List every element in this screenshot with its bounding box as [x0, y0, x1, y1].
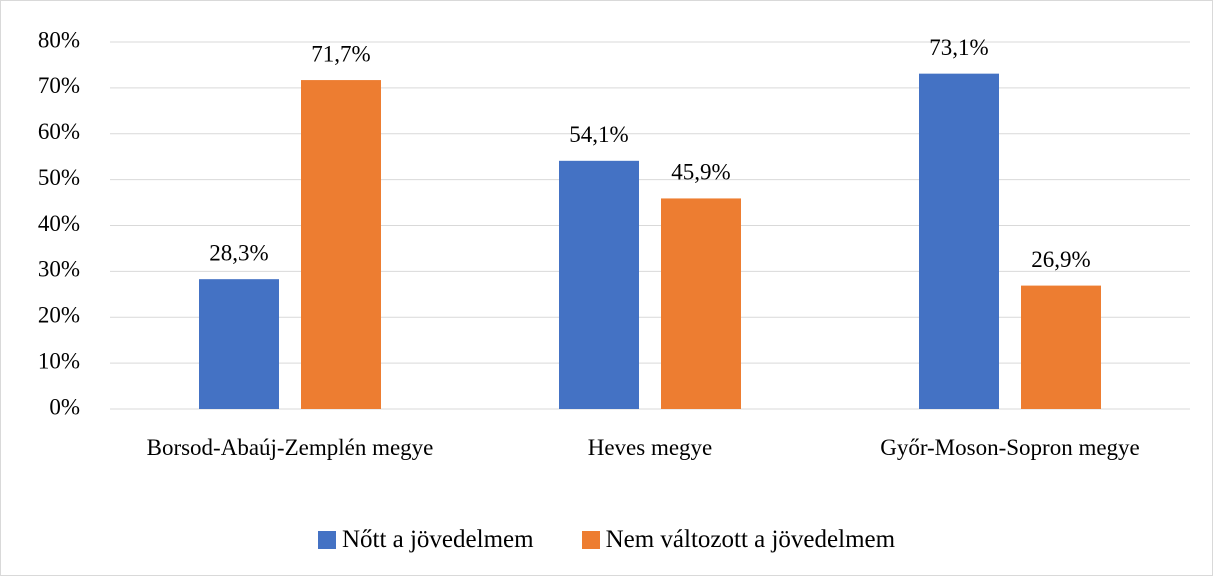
- bar: [919, 73, 999, 409]
- y-tick-label: 60%: [38, 119, 80, 144]
- legend: Nőtt a jövedelmem Nem változott a jövedel…: [0, 526, 1213, 554]
- legend-item: Nőtt a jövedelmem: [317, 526, 534, 554]
- y-tick-label: 70%: [38, 73, 80, 98]
- y-tick-label: 10%: [38, 348, 80, 373]
- legend-swatch: [581, 531, 600, 549]
- legend-swatch: [317, 531, 336, 549]
- legend-label: Nem változott a jövedelmem: [605, 526, 896, 553]
- x-tick-label: Borsod-Abaúj-Zemplén megye: [146, 435, 434, 460]
- data-label: 26,9%: [1031, 247, 1090, 272]
- data-label: 73,1%: [929, 35, 988, 60]
- legend-item: Nem változott a jövedelmem: [581, 526, 896, 554]
- y-tick-label: 30%: [38, 257, 80, 282]
- data-label: 28,3%: [209, 240, 268, 265]
- bar: [199, 279, 279, 409]
- y-tick-label: 50%: [38, 165, 80, 190]
- legend-label: Nőtt a jövedelmem: [341, 526, 534, 553]
- bar: [301, 80, 381, 410]
- y-tick-label: 0%: [49, 394, 80, 419]
- data-label: 54,1%: [569, 122, 628, 147]
- bar: [559, 160, 639, 409]
- y-tick-label: 20%: [38, 303, 80, 328]
- data-label: 45,9%: [671, 160, 730, 185]
- data-label: 71,7%: [311, 41, 370, 66]
- bar: [661, 198, 741, 409]
- bar: [1021, 285, 1101, 409]
- x-tick-label: Heves megye: [587, 435, 713, 460]
- y-tick-label: 40%: [38, 211, 80, 236]
- y-tick-label: 80%: [38, 27, 80, 52]
- x-tick-label: Győr-Moson-Sopron megye: [880, 435, 1140, 460]
